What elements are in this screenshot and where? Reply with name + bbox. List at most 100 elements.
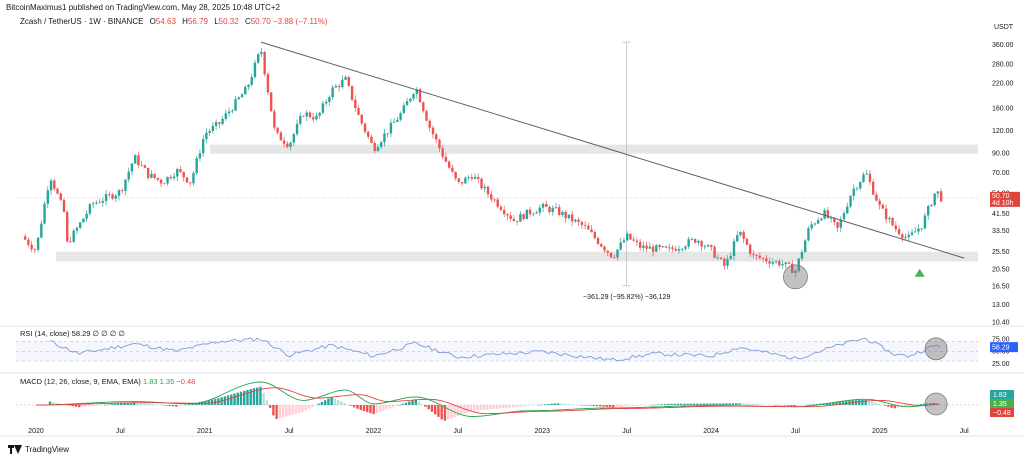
macd-bar xyxy=(579,405,583,406)
macd-bar xyxy=(424,405,427,407)
candle-body xyxy=(402,105,406,114)
candle-body xyxy=(337,85,341,88)
candle-body xyxy=(88,204,92,214)
macd-bar xyxy=(191,403,194,405)
macd-bar xyxy=(385,405,388,410)
macd-bar xyxy=(589,405,592,406)
macd-bar xyxy=(563,403,566,405)
macd-bar xyxy=(113,403,116,405)
macd-bar xyxy=(184,404,188,406)
macd-bar xyxy=(476,405,479,411)
time-tick-label-6: 2023 xyxy=(535,428,551,435)
macd-bar xyxy=(129,402,133,405)
macd-bar xyxy=(582,405,586,406)
candle-body xyxy=(276,127,279,133)
macd-bar xyxy=(735,403,738,405)
macd-bar xyxy=(411,400,414,405)
candle-body xyxy=(901,234,904,238)
candle-body xyxy=(189,182,192,184)
macd-bar xyxy=(754,404,757,405)
candle-body xyxy=(781,264,784,266)
candle-body xyxy=(282,140,286,144)
macd-bar xyxy=(165,405,168,406)
candle-body xyxy=(201,139,205,154)
macd-bar xyxy=(793,405,796,407)
macd-bar xyxy=(802,405,806,406)
candle-body xyxy=(716,257,720,259)
candle-body xyxy=(587,225,590,230)
candle-body xyxy=(266,74,270,93)
macd-bar xyxy=(359,405,362,411)
macd-bar xyxy=(777,405,780,406)
macd-bar xyxy=(168,405,171,406)
ohlc-high-label: H xyxy=(182,17,188,26)
macd-bar xyxy=(459,405,463,415)
candle-body xyxy=(237,97,240,100)
symbol-name: Zcash / TetherUS · 1W · BINANCE xyxy=(20,17,144,26)
candle-body xyxy=(30,244,33,250)
macd-bar xyxy=(450,405,453,419)
candle-body xyxy=(739,231,742,236)
candle-body xyxy=(926,205,930,216)
macd-bar xyxy=(786,405,790,406)
candle-body xyxy=(299,116,302,124)
macd-bar xyxy=(472,405,476,411)
macd-bar xyxy=(349,405,353,406)
macd-bar xyxy=(126,402,129,405)
candle-body xyxy=(826,210,830,218)
candle-body xyxy=(807,228,810,241)
macd-bar xyxy=(100,405,104,406)
candle-body xyxy=(214,122,218,126)
ohlc-close: 50.70 xyxy=(250,17,271,26)
candle-body xyxy=(444,156,448,162)
macd-bar xyxy=(893,405,897,409)
macd-bar xyxy=(925,403,929,405)
candle-body xyxy=(661,246,664,248)
candle-body xyxy=(761,258,765,259)
price-tick-label-13: 13.00 xyxy=(992,302,1010,309)
descending-trendline xyxy=(260,41,965,259)
macd-bar xyxy=(809,404,812,406)
macd-bar xyxy=(369,405,372,414)
macd-bar xyxy=(382,405,385,411)
candle-body xyxy=(904,237,907,238)
macd-bar xyxy=(673,403,676,405)
macd-line xyxy=(36,381,940,417)
candle-body xyxy=(515,220,519,222)
macd-bar xyxy=(615,405,618,408)
candle-body xyxy=(121,190,124,192)
candle-body xyxy=(710,244,713,247)
macd-bar xyxy=(388,405,392,409)
macd-bar xyxy=(142,403,146,405)
signal-value: 1.35 xyxy=(159,377,175,386)
macd-bar xyxy=(741,403,744,405)
macd-bar xyxy=(838,401,841,405)
candle-body xyxy=(153,173,156,179)
ohlc-close-label: C xyxy=(244,17,251,26)
footer-brand[interactable]: TradingView xyxy=(8,445,69,454)
candle-body xyxy=(205,132,208,140)
macd-bar xyxy=(340,401,343,405)
candle-body xyxy=(133,155,137,164)
ohlc-high: 56.79 xyxy=(187,17,208,26)
candle-body xyxy=(752,253,755,255)
tradingview-logo-icon xyxy=(8,445,22,454)
macd-bar xyxy=(207,400,210,405)
candle-body xyxy=(865,173,868,175)
candle-body xyxy=(933,193,936,205)
macd-bar xyxy=(116,403,120,405)
macd-bar xyxy=(686,403,689,405)
candle-body xyxy=(104,194,108,201)
candle-body xyxy=(609,252,613,258)
macd-bar xyxy=(670,403,673,405)
macd-bar xyxy=(391,405,395,408)
macd-bar xyxy=(553,403,557,405)
macd-bar xyxy=(867,400,871,405)
candle-body xyxy=(833,217,836,223)
price-tick-label-2: 220.00 xyxy=(992,80,1014,87)
candle-body xyxy=(279,132,283,141)
macd-bar xyxy=(103,404,107,406)
candle-body xyxy=(412,94,415,99)
candle-body xyxy=(483,186,486,189)
